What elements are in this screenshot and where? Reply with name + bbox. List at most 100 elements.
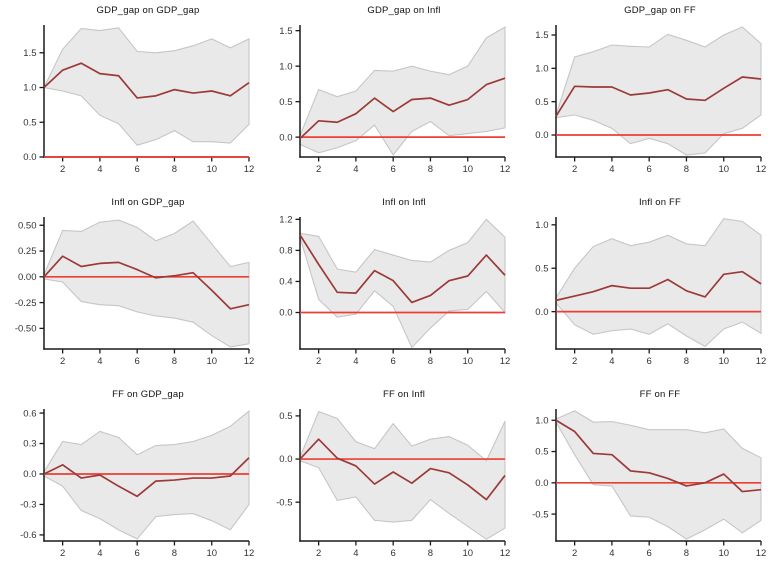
- subplot-gdpgap-on-infl: GDP_gap on Infl 0.0 0.5 1.0 1.5 2 4 6 8 10 12: [256, 0, 512, 192]
- svg-text:8: 8: [428, 356, 433, 367]
- svg-text:0.0: 0.0: [535, 307, 548, 318]
- svg-text:-0.6: -0.6: [20, 530, 36, 541]
- subplot-gdpgap-on-ff: GDP_gap on FF 0.0 0.5 1.0 1.5 2 4 6 8 10 12: [512, 0, 768, 192]
- irf-plot-canvas: 0.0 0.5 1.0 1.5 2 4 6 8 10 12: [279, 25, 511, 175]
- svg-text:0.0: 0.0: [23, 469, 36, 480]
- svg-text:8: 8: [172, 548, 177, 559]
- svg-text:0.0: 0.0: [279, 454, 292, 465]
- subplot-title: GDP_gap on Infl: [367, 5, 441, 16]
- svg-text:2: 2: [316, 356, 321, 367]
- svg-text:0.50: 0.50: [18, 220, 37, 231]
- irf-plot-canvas: -0.50 -0.25 0.00 0.25 0.50 2 4 6 8 10 12: [15, 217, 255, 367]
- svg-text:12: 12: [244, 356, 255, 367]
- svg-text:8: 8: [428, 164, 433, 175]
- svg-text:4: 4: [609, 356, 614, 367]
- svg-text:1.0: 1.0: [279, 61, 292, 72]
- subplot-ff-on-gdpgap: FF on GDP_gap -0.6 -0.3 0.0 0.3 0.6 2 4 6 8 10 12: [0, 384, 256, 576]
- svg-text:4: 4: [353, 548, 358, 559]
- subplot-gdpgap-on-gdpgap: GDP_gap on GDP_gap 0.0 0.5 1.0 1.5 2 4 6 8 10 12: [0, 0, 256, 192]
- svg-text:2: 2: [316, 548, 321, 559]
- svg-text:10: 10: [462, 356, 473, 367]
- svg-text:4: 4: [609, 548, 614, 559]
- svg-text:0.00: 0.00: [18, 272, 37, 283]
- svg-text:8: 8: [172, 164, 177, 175]
- svg-text:12: 12: [756, 548, 767, 559]
- subplot-title: Infl on FF: [638, 197, 682, 208]
- subplot-title: Infl on GDP_gap: [111, 197, 185, 208]
- subplot-title: FF on GDP_gap: [112, 389, 184, 400]
- svg-text:2: 2: [60, 164, 65, 175]
- svg-text:4: 4: [97, 164, 102, 175]
- svg-text:-0.3: -0.3: [20, 500, 36, 511]
- svg-text:0.6: 0.6: [23, 408, 36, 419]
- svg-text:6: 6: [135, 548, 140, 559]
- svg-text:4: 4: [353, 356, 358, 367]
- svg-text:8: 8: [684, 356, 689, 367]
- svg-text:10: 10: [462, 164, 473, 175]
- svg-text:0.0: 0.0: [279, 132, 292, 143]
- svg-text:10: 10: [718, 548, 729, 559]
- svg-text:0.5: 0.5: [279, 97, 292, 108]
- svg-text:12: 12: [244, 548, 255, 559]
- svg-text:6: 6: [647, 548, 652, 559]
- svg-text:2: 2: [572, 356, 577, 367]
- subplot-infl-on-ff: Infl on FF 0.0 0.5 1.0 2 4 6 8 10 12: [512, 192, 768, 384]
- irf-plot-canvas: -0.6 -0.3 0.0 0.3 0.6 2 4 6 8 10 12: [20, 408, 255, 559]
- svg-text:4: 4: [97, 356, 102, 367]
- irf-plot-canvas: -0.5 0.0 0.5 1.0 2 4 6 8 10 12: [532, 409, 767, 559]
- svg-text:0.5: 0.5: [23, 117, 36, 128]
- svg-text:10: 10: [206, 356, 217, 367]
- svg-text:0.5: 0.5: [279, 411, 292, 422]
- svg-text:8: 8: [428, 548, 433, 559]
- svg-text:1.0: 1.0: [535, 220, 548, 231]
- svg-text:0.0: 0.0: [535, 130, 548, 141]
- svg-text:1.0: 1.0: [535, 64, 548, 75]
- svg-text:-0.5: -0.5: [276, 497, 292, 508]
- svg-text:0.0: 0.0: [279, 308, 292, 319]
- svg-text:1.0: 1.0: [23, 83, 36, 94]
- svg-text:6: 6: [647, 164, 652, 175]
- svg-text:2: 2: [572, 548, 577, 559]
- svg-text:12: 12: [756, 356, 767, 367]
- subplot-title: Infl on Infl: [382, 197, 426, 208]
- svg-text:0.5: 0.5: [535, 447, 548, 458]
- irf-plot-canvas: 0.0 0.5 1.0 1.5 2 4 6 8 10 12: [535, 25, 767, 175]
- svg-text:12: 12: [756, 164, 767, 175]
- svg-text:0.4: 0.4: [279, 277, 292, 288]
- svg-text:4: 4: [97, 548, 102, 559]
- svg-text:8: 8: [172, 356, 177, 367]
- svg-text:2: 2: [60, 356, 65, 367]
- svg-text:4: 4: [609, 164, 614, 175]
- svg-text:6: 6: [391, 164, 396, 175]
- svg-text:6: 6: [391, 548, 396, 559]
- svg-text:1.2: 1.2: [279, 215, 292, 226]
- subplot-title: GDP_gap on FF: [624, 5, 696, 16]
- svg-text:10: 10: [462, 548, 473, 559]
- svg-text:-0.25: -0.25: [15, 298, 37, 309]
- svg-text:10: 10: [206, 548, 217, 559]
- irf-plot-canvas: -0.5 0.0 0.5 2 4 6 8 10 12: [276, 409, 511, 559]
- svg-text:0.0: 0.0: [535, 478, 548, 489]
- svg-text:0.25: 0.25: [18, 246, 37, 257]
- subplot-ff-on-ff: FF on FF -0.5 0.0 0.5 1.0 2 4 6 8 10 12: [512, 384, 768, 576]
- svg-text:0.0: 0.0: [23, 152, 36, 163]
- svg-text:2: 2: [60, 548, 65, 559]
- svg-text:12: 12: [500, 548, 511, 559]
- svg-text:0.8: 0.8: [279, 246, 292, 257]
- svg-text:10: 10: [718, 164, 729, 175]
- svg-text:8: 8: [684, 164, 689, 175]
- svg-text:0.3: 0.3: [23, 439, 36, 450]
- svg-text:10: 10: [718, 356, 729, 367]
- svg-text:-0.50: -0.50: [15, 324, 37, 335]
- svg-text:6: 6: [391, 356, 396, 367]
- svg-text:0.5: 0.5: [535, 263, 548, 274]
- svg-text:2: 2: [572, 164, 577, 175]
- svg-text:12: 12: [500, 164, 511, 175]
- svg-text:1.5: 1.5: [535, 30, 548, 41]
- svg-text:1.0: 1.0: [535, 415, 548, 426]
- irf-plot-canvas: 0.0 0.5 1.0 1.5 2 4 6 8 10 12: [23, 25, 254, 175]
- svg-text:12: 12: [500, 356, 511, 367]
- svg-text:-0.5: -0.5: [532, 509, 548, 520]
